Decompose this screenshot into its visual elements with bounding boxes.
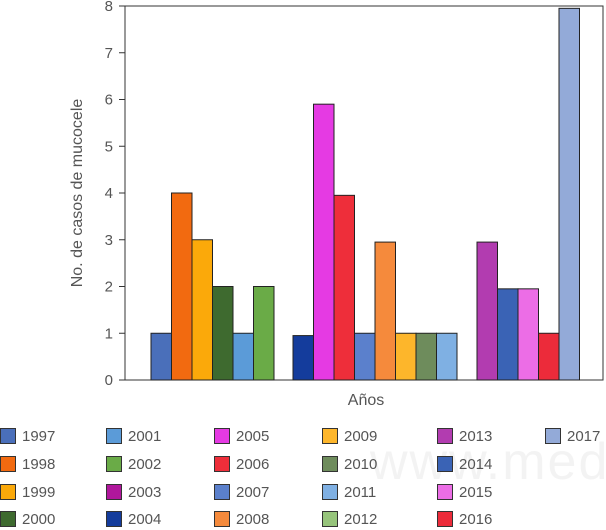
legend-label: 2013 (459, 427, 493, 445)
legend-item-1999: 1999 (0, 481, 55, 503)
legend-swatch (0, 456, 16, 472)
legend-item-2004: 2004 (106, 508, 161, 530)
y-tick-label: 5 (105, 138, 113, 155)
legend-swatch (0, 511, 16, 527)
legend-item-2005: 2005 (214, 425, 269, 447)
legend-swatch (106, 484, 122, 500)
legend-item-1997: 1997 (0, 425, 55, 447)
legend-label: 2012 (344, 510, 378, 528)
bar-2013 (476, 241, 498, 381)
x-axis-label: Años (348, 392, 384, 409)
legend: 1997 1998 1999 2000 2001 2002 2003 2004 2005 2006… (0, 422, 606, 530)
bar-2009 (395, 332, 417, 381)
y-tick-label: 6 (105, 92, 113, 109)
legend-label: 1999 (22, 483, 56, 501)
legend-swatch (437, 484, 453, 500)
bar-2008 (374, 241, 396, 381)
legend-swatch (106, 428, 122, 444)
legend-swatch (214, 484, 230, 500)
y-tick-label: 8 (105, 0, 113, 15)
legend-label: 2002 (128, 455, 162, 473)
bar-chart: 0 1 2 3 4 5 6 7 8 No. de casos de mucocele Años (69, 0, 604, 409)
legend-item-2007: 2007 (214, 481, 269, 503)
legend-label: 2014 (459, 455, 493, 473)
legend-label: 1998 (22, 455, 56, 473)
legend-swatch (106, 456, 122, 472)
bar-2002 (253, 286, 275, 381)
legend-swatch (0, 484, 16, 500)
legend-item-2013: 2013 (437, 425, 492, 447)
bar-2017 (558, 7, 580, 381)
legend-label: 2006 (236, 455, 270, 473)
legend-item-2000: 2000 (0, 508, 55, 530)
legend-item-2003: 2003 (106, 481, 161, 503)
legend-swatch (106, 511, 122, 527)
legend-label: 2017 (567, 427, 601, 445)
legend-label: 2015 (459, 483, 493, 501)
legend-item-2017: 2017 (545, 425, 600, 447)
bar-2011 (436, 332, 458, 381)
legend-item-2008: 2008 (214, 508, 269, 530)
legend-item-2015: 2015 (437, 481, 492, 503)
legend-label: 2003 (128, 483, 162, 501)
bar-1998 (171, 192, 193, 381)
bar-1997 (150, 332, 172, 381)
legend-swatch (437, 456, 453, 472)
bar-1999 (191, 239, 213, 381)
y-axis-label: No. de casos de mucocele (69, 99, 86, 288)
legend-swatch (0, 428, 16, 444)
legend-swatch (545, 428, 561, 444)
y-tick-label: 2 (105, 279, 113, 296)
legend-item-1998: 1998 (0, 453, 55, 475)
legend-item-2016: 2016 (437, 508, 492, 530)
bar-2015 (517, 288, 539, 381)
y-tick-label: 7 (105, 45, 113, 62)
legend-label: 2000 (22, 510, 56, 528)
bar-2014 (497, 288, 519, 381)
bar-2006 (333, 194, 355, 381)
y-tick-label: 1 (105, 325, 113, 342)
y-tick-label: 4 (105, 185, 113, 202)
legend-swatch (437, 428, 453, 444)
legend-label: 2016 (459, 510, 493, 528)
legend-label: 2005 (236, 427, 270, 445)
legend-item-2006: 2006 (214, 453, 269, 475)
legend-swatch (322, 484, 338, 500)
legend-item-2001: 2001 (106, 425, 161, 447)
bar-2016 (538, 332, 560, 381)
legend-swatch (322, 428, 338, 444)
bar-2000 (212, 286, 234, 381)
legend-item-2012: 2012 (322, 508, 377, 530)
bar-2004 (292, 335, 314, 381)
legend-item-2011: 2011 (322, 481, 376, 503)
legend-label: 2009 (344, 427, 378, 445)
legend-label: 1997 (22, 427, 56, 445)
legend-label: 2008 (236, 510, 270, 528)
legend-swatch (322, 511, 338, 527)
legend-label: 2004 (128, 510, 162, 528)
bar-2005 (313, 103, 335, 381)
bar-2007 (354, 332, 376, 381)
legend-item-2014: 2014 (437, 453, 492, 475)
legend-item-2010: 2010 (322, 453, 377, 475)
bar-2001 (232, 332, 254, 381)
legend-item-2002: 2002 (106, 453, 161, 475)
legend-label: 2007 (236, 483, 270, 501)
legend-label: 2010 (344, 455, 378, 473)
legend-swatch (214, 456, 230, 472)
bar-2010 (415, 332, 437, 381)
legend-swatch (214, 511, 230, 527)
watermark: www.medig (370, 433, 606, 491)
legend-label: 2011 (344, 483, 377, 501)
legend-swatch (322, 456, 338, 472)
legend-swatch (214, 428, 230, 444)
y-tick-label: 3 (105, 232, 113, 249)
legend-item-2009: 2009 (322, 425, 377, 447)
legend-label: 2001 (128, 427, 162, 445)
legend-swatch (437, 511, 453, 527)
y-tick-label: 0 (105, 372, 113, 389)
